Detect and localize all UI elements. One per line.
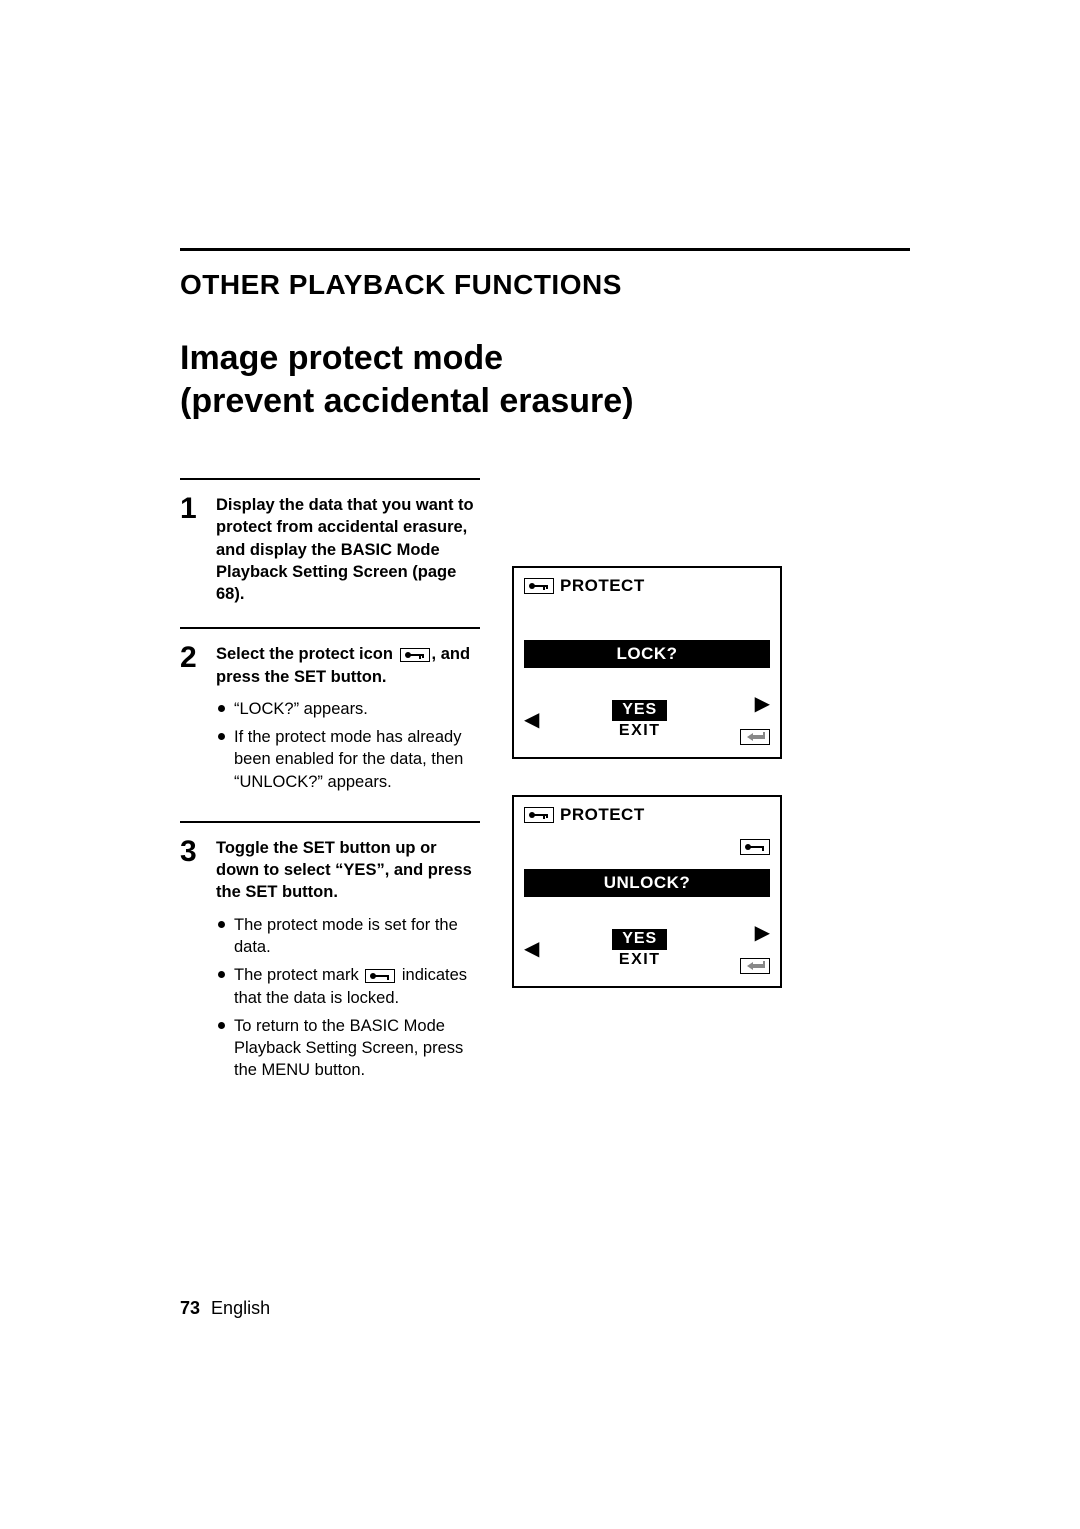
lock-yes-label: YES (612, 700, 667, 721)
page-title: Image protect mode (prevent accidental e… (180, 337, 910, 422)
unlock-diagram-title: PROTECT (560, 805, 645, 825)
step-2-bullet-1: “LOCK?” appears. (216, 698, 480, 720)
protect-key-icon (400, 648, 430, 662)
step-2: 2 Select the protect icon , and press th… (180, 643, 480, 799)
step-2-lead-a: Select the protect icon (216, 645, 398, 663)
step-3-bullet-3: To return to the BASIC Mode Playback Set… (216, 1015, 480, 1082)
protect-mark-icon (365, 969, 395, 983)
content-columns: 1 Display the data that you want to prot… (180, 456, 910, 1088)
protect-key-icon (524, 807, 554, 823)
right-arrow-icon: ▶ (755, 693, 770, 715)
unlock-diagram: PROTECT UNLOCK? ◀ YES EXIT ▶ (512, 795, 782, 988)
step-3-lead: Toggle the SET button up or down to sele… (216, 839, 472, 902)
step-2-bullets: “LOCK?” appears. If the protect mode has… (216, 698, 480, 793)
unlock-right-group: ▶ (740, 923, 770, 974)
step-3-bullet-1: The protect mode is set for the data. (216, 914, 480, 959)
step-2-body: Select the protect icon , and press the … (216, 643, 480, 799)
lock-right-group: ▶ (740, 694, 770, 745)
unlock-nav-row: ◀ YES EXIT ▶ (524, 921, 770, 976)
protect-mark-icon (740, 839, 770, 855)
page-language: English (211, 1298, 270, 1318)
step-3-b2a: The protect mark (234, 966, 363, 984)
step-2-rule (180, 627, 480, 629)
step-2-number: 2 (180, 643, 202, 799)
lock-yes-exit: YES EXIT (612, 700, 667, 739)
protect-key-icon (524, 578, 554, 594)
unlock-yes-exit: YES EXIT (612, 929, 667, 968)
unlock-question-bar: UNLOCK? (524, 869, 770, 897)
step-3-body: Toggle the SET button up or down to sele… (216, 837, 480, 1088)
unlock-exit-label: EXIT (612, 951, 667, 969)
step-1-lead: Display the data that you want to protec… (216, 496, 474, 603)
back-arrow-icon (740, 729, 770, 745)
step-1-rule (180, 478, 480, 480)
step-3: 3 Toggle the SET button up or down to se… (180, 837, 480, 1088)
step-1-number: 1 (180, 494, 202, 605)
lock-diagram-header: PROTECT (524, 576, 770, 596)
step-3-bullets: The protect mode is set for the data. Th… (216, 914, 480, 1082)
back-arrow-icon (740, 958, 770, 974)
lock-nav-row: ◀ YES EXIT ▶ (524, 692, 770, 747)
unlock-diagram-header: PROTECT (524, 805, 770, 825)
lock-exit-label: EXIT (612, 722, 667, 740)
page-footer: 73 English (180, 1298, 270, 1319)
title-line-1: Image protect mode (180, 339, 503, 377)
page-number: 73 (180, 1298, 200, 1318)
top-rule (180, 248, 910, 251)
unlock-yes-label: YES (612, 929, 667, 950)
step-3-bullet-2: The protect mark indicates that the data… (216, 964, 480, 1009)
step-2-bullet-2: If the protect mode has already been ena… (216, 726, 480, 793)
right-arrow-icon: ▶ (755, 922, 770, 944)
step-1-body: Display the data that you want to protec… (216, 494, 480, 605)
left-arrow-icon: ◀ (524, 939, 539, 959)
steps-column: 1 Display the data that you want to prot… (180, 456, 480, 1088)
step-1: 1 Display the data that you want to prot… (180, 494, 480, 605)
step-3-rule (180, 821, 480, 823)
manual-page: OTHER PLAYBACK FUNCTIONS Image protect m… (0, 0, 1080, 1529)
lock-diagram-title: PROTECT (560, 576, 645, 596)
left-arrow-icon: ◀ (524, 710, 539, 730)
step-3-number: 3 (180, 837, 202, 1088)
lock-diagram: PROTECT LOCK? ◀ YES EXIT ▶ (512, 566, 782, 759)
title-line-2: (prevent accidental erasure) (180, 382, 634, 420)
section-heading: OTHER PLAYBACK FUNCTIONS (180, 269, 910, 301)
diagrams-column: PROTECT LOCK? ◀ YES EXIT ▶ (512, 456, 910, 1088)
lock-question-bar: LOCK? (524, 640, 770, 668)
